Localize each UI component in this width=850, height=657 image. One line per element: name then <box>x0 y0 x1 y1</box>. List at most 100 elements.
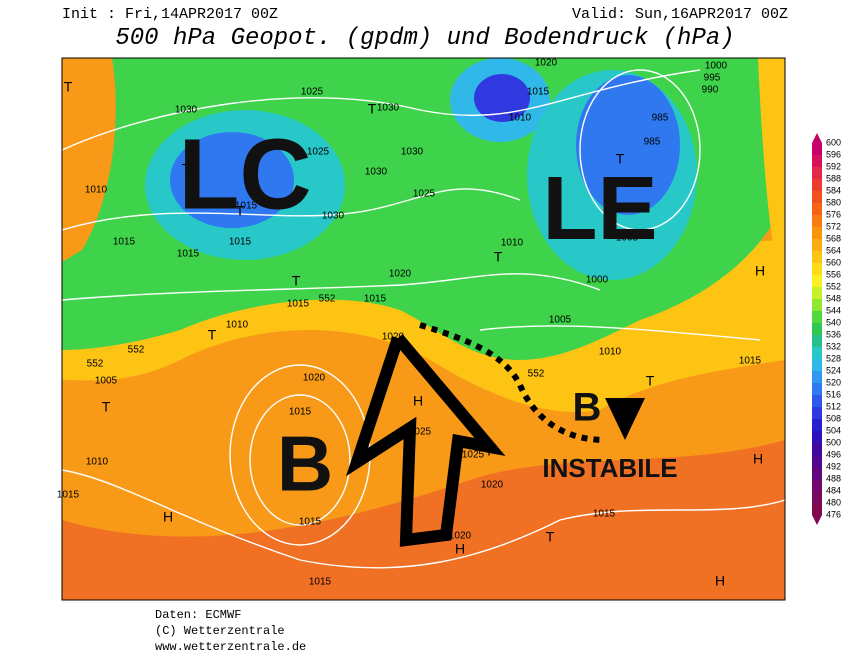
pressure-center: T <box>208 327 217 343</box>
colorbar-swatch <box>812 503 822 515</box>
colorbar-swatch <box>812 335 822 347</box>
yellow-edge <box>758 58 785 300</box>
isobar-label: 1015 <box>177 249 200 260</box>
colorbar-swatch <box>812 275 822 287</box>
isobar-label: 1025 <box>413 189 436 200</box>
colorbar-swatch <box>812 251 822 263</box>
colorbar-swatch <box>812 179 822 191</box>
colorbar-swatch <box>812 395 822 407</box>
colorbar-label: 536 <box>826 329 841 339</box>
isobar-label: 985 <box>644 137 661 148</box>
colorbar-label: 504 <box>826 425 841 435</box>
colorbar-label: 596 <box>826 149 841 159</box>
colorbar-label: 516 <box>826 389 841 399</box>
colorbar: 600 596 592 588 584 580 576 572 568 564 560 556 552 5… <box>812 133 841 525</box>
map: 1030 1025 1030 1025 1030 1030 1025 1030 1015 1015… <box>57 57 786 601</box>
colorbar-label: 488 <box>826 473 841 483</box>
isobar-label: 1020 <box>382 332 405 343</box>
colorbar-label: 532 <box>826 341 841 351</box>
blue-area <box>474 74 530 122</box>
pressure-center: H <box>455 541 465 557</box>
colorbar-label: 572 <box>826 221 841 231</box>
instability-marker <box>605 398 645 440</box>
isobar-label: 552 <box>528 369 545 380</box>
colorbar-swatch <box>812 311 822 323</box>
isobar-label: 1015 <box>739 356 762 367</box>
isobar-label: 985 <box>652 113 669 124</box>
colorbar-label: 560 <box>826 257 841 267</box>
isobar-label: 1015 <box>57 490 80 501</box>
colorbar-swatch <box>812 155 822 167</box>
colorbar-swatch <box>812 359 822 371</box>
colorbar-swatch <box>812 299 822 311</box>
isobar-label: 1030 <box>377 103 400 114</box>
le-label: LE <box>542 159 657 259</box>
colorbar-label: 592 <box>826 161 841 171</box>
colorbar-label: 568 <box>826 233 841 243</box>
colorbar-label: 580 <box>826 197 841 207</box>
colorbar-label: 480 <box>826 497 841 507</box>
isobar-label: 1025 <box>462 450 485 461</box>
pressure-center: H <box>413 393 423 409</box>
map-title: 500 hPa Geopot. (gpdm) und Bodendruck (h… <box>115 25 734 52</box>
valid-time: Valid: Sun,16APR2017 00Z <box>572 6 788 23</box>
isobar-label: 1010 <box>226 320 249 331</box>
orange-corner <box>62 58 116 262</box>
colorbar-label: 496 <box>826 449 841 459</box>
init-time: Init : Fri,14APR2017 00Z <box>62 6 278 23</box>
pressure-center: T <box>102 399 111 415</box>
colorbar-label: 600 <box>826 137 841 147</box>
isobar-label: 1000 <box>705 61 728 72</box>
colorbar-swatch <box>812 143 822 155</box>
instabile-label: INSTABILE <box>542 453 677 483</box>
isobar-label: 1020 <box>389 269 412 280</box>
blue-area <box>170 132 294 228</box>
lc-label: LC <box>178 118 311 230</box>
isobar-label: 1005 <box>549 315 572 326</box>
colorbar-label: 476 <box>826 509 841 519</box>
isobar-label: 1030 <box>401 147 424 158</box>
pressure-center: T <box>494 249 503 265</box>
colorbar-swatch <box>812 323 822 335</box>
colorbar-tip <box>812 133 822 143</box>
colorbar-swatch <box>812 191 822 203</box>
isobar-label: 990 <box>702 85 719 96</box>
colorbar-label: 588 <box>826 173 841 183</box>
colorbar-swatch <box>812 467 822 479</box>
map-frame <box>61 57 786 601</box>
colorbar-label: 584 <box>826 185 841 195</box>
colorbar-swatch <box>812 383 822 395</box>
colorbar-swatch <box>812 227 822 239</box>
pressure-center: T <box>64 79 73 95</box>
copyright: (C) Wetterzentrale <box>155 624 285 638</box>
blue-area <box>576 75 680 215</box>
colorbar-swatch <box>812 419 822 431</box>
isobar-label: 1015 <box>299 517 322 528</box>
colorbar-swatch <box>812 203 822 215</box>
colorbar-swatch <box>812 263 822 275</box>
isobar-label: 1020 <box>481 480 504 491</box>
colorbar-label: 512 <box>826 401 841 411</box>
pressure-center: H <box>163 509 173 525</box>
colorbar-swatch <box>812 491 822 503</box>
isobar-label: 1025 <box>301 87 324 98</box>
isobar-label: 1000 <box>586 275 609 286</box>
colorbar-tip <box>812 515 822 525</box>
colorbar-label: 548 <box>826 293 841 303</box>
colorbar-swatch <box>812 287 822 299</box>
isobar-label: 1015 <box>113 237 136 248</box>
isobar-label: 1030 <box>175 105 198 116</box>
isobar-label: 552 <box>319 294 336 305</box>
colorbar-swatch <box>812 347 822 359</box>
pressure-center: T <box>236 203 245 219</box>
colorbar-label: 492 <box>826 461 841 471</box>
colorbar-swatch <box>812 455 822 467</box>
pressure-center: T <box>485 443 494 459</box>
pressure-center: H <box>755 263 765 279</box>
pressure-center: T <box>646 373 655 389</box>
pressure-center: T <box>616 151 625 167</box>
colorbar-label: 500 <box>826 437 841 447</box>
isobar-label: 1015 <box>287 299 310 310</box>
data-source: Daten: ECMWF <box>155 608 241 622</box>
